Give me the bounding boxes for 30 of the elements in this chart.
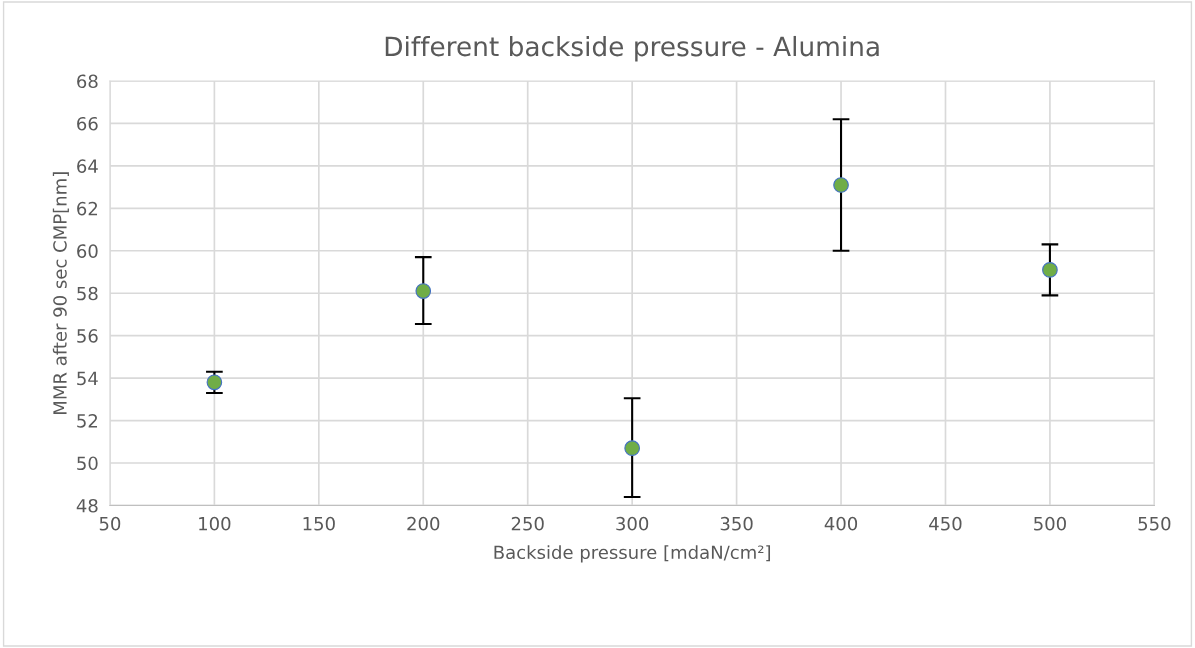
- y-tick-label: 54: [77, 371, 98, 386]
- y-tick-label: 50: [77, 456, 98, 471]
- x-tick-label: 300: [616, 516, 649, 531]
- point: [833, 177, 849, 193]
- x-tick-label: 250: [511, 516, 544, 531]
- point: [1042, 262, 1058, 278]
- y-axis-title: MMR after 90 sec CMP[nm]: [52, 172, 69, 414]
- x-tick-label: 350: [720, 516, 753, 531]
- x-tick-label: 500: [1034, 516, 1066, 531]
- x-tick-label: 450: [929, 516, 962, 531]
- point: [206, 374, 223, 391]
- x-axis-title: Backside pressure [mdaN/cm²]: [494, 545, 771, 563]
- x-tick-label: 400: [824, 516, 858, 531]
- x-tick-label: 150: [303, 516, 335, 531]
- point: [624, 440, 640, 456]
- x-tick-label: 50: [99, 516, 121, 531]
- y-tick-label: 48: [76, 498, 98, 513]
- y-tick-label: 60: [77, 244, 98, 258]
- x-tick-label: 200: [407, 516, 440, 531]
- y-tick-label: 66: [77, 116, 98, 131]
- y-tick-label: 62: [77, 201, 98, 216]
- y-tick-label: 68: [77, 74, 98, 89]
- y-tick-label: 56: [77, 329, 98, 343]
- y-tick-label: 64: [77, 159, 98, 173]
- chart-title: Different backside pressure - Alumina: [385, 35, 879, 62]
- y-tick-label: 52: [77, 414, 98, 428]
- y-tick-label: 58: [77, 286, 98, 301]
- x-tick-label: 100: [199, 516, 231, 531]
- point: [415, 283, 432, 299]
- x-tick-label: 550: [1138, 516, 1171, 531]
